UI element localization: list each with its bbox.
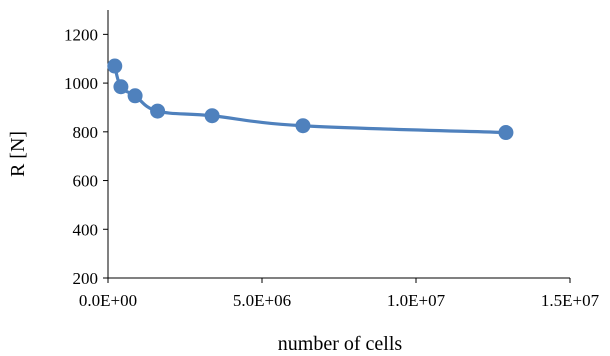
data-point [107, 58, 123, 74]
data-point [113, 79, 129, 95]
x-tick-label: 1.0E+07 [387, 291, 446, 310]
y-tick-label: 1000 [64, 74, 98, 93]
axes [103, 10, 571, 283]
y-tick-label: 800 [73, 123, 99, 142]
data-point [498, 125, 514, 141]
x-tick-label: 0.0E+00 [79, 291, 137, 310]
x-tick-labels: 0.0E+00 5.0E+06 1.0E+07 1.5E+07 [79, 291, 600, 310]
y-tick-label: 400 [73, 220, 99, 239]
series [107, 58, 514, 141]
data-point [204, 108, 220, 124]
series-line [113, 64, 508, 135]
y-tick-labels: 200 400 600 800 1000 1200 [64, 25, 98, 288]
data-point [150, 103, 166, 119]
x-axis-title: number of cells [278, 333, 403, 355]
data-point [127, 88, 143, 104]
y-axis-title: R [N] [7, 131, 29, 177]
y-tick-label: 1200 [64, 25, 98, 44]
y-tick-label: 600 [73, 172, 99, 191]
x-tick-label: 1.5E+07 [541, 291, 600, 310]
data-point [295, 118, 311, 134]
x-tick-label: 5.0E+06 [233, 291, 291, 310]
y-tick-label: 200 [73, 269, 99, 288]
